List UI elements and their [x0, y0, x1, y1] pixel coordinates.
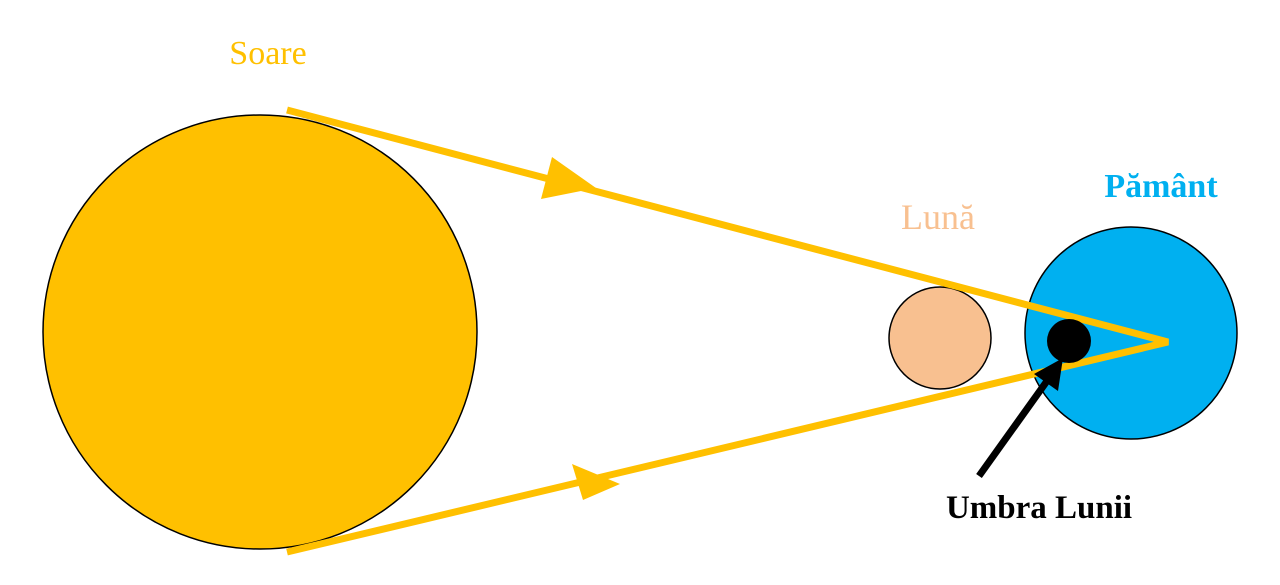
moon-shadow-label: Umbra Lunii	[946, 490, 1132, 526]
lower-ray-arrowhead	[572, 464, 620, 500]
shadow-pointer-line	[976, 378, 1050, 479]
moon-label: Lună	[901, 197, 975, 237]
moon-circle	[888, 286, 992, 390]
shadow-pointer-arrowhead	[1034, 358, 1063, 391]
upper-ray-arrowhead	[541, 157, 596, 199]
sun-label: Soare	[229, 35, 306, 72]
sun-circle	[42, 114, 478, 550]
earth-label: Pământ	[1104, 168, 1218, 205]
moon-shadow-spot	[1047, 319, 1091, 363]
